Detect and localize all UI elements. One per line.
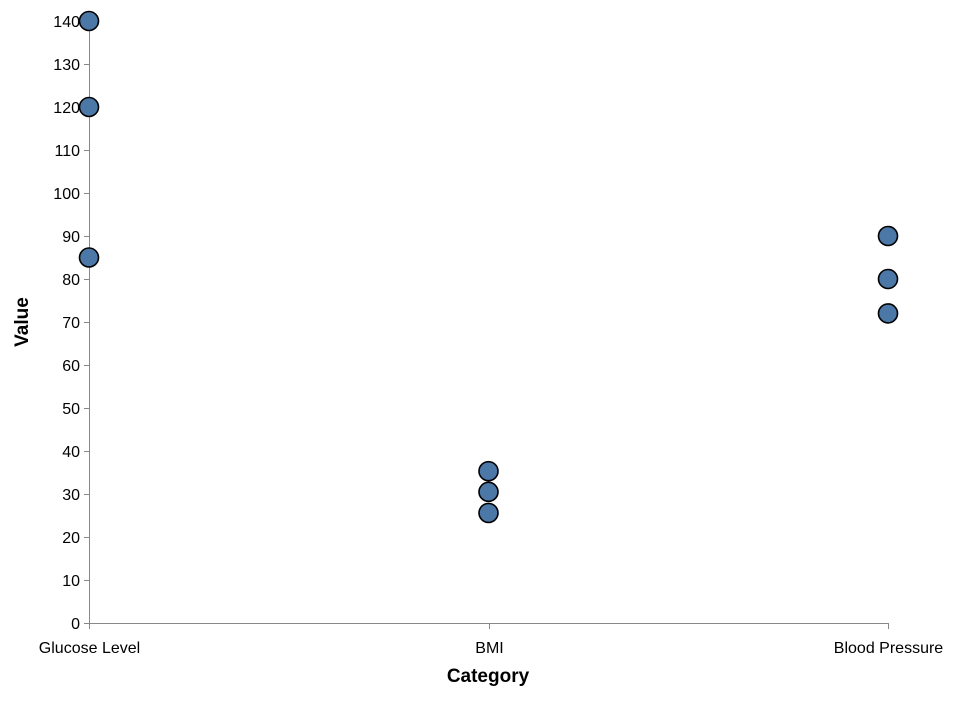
x-axis: Glucose Level BMI Blood Pressure	[39, 623, 943, 657]
x-tick-label: BMI	[475, 640, 503, 657]
y-tick-label: 80	[62, 272, 80, 289]
x-axis-title: Category	[447, 666, 530, 687]
data-points	[78, 10, 899, 524]
y-tick-label: 140	[53, 14, 80, 31]
y-tick-label: 130	[53, 57, 80, 74]
x-tick-label: Blood Pressure	[834, 640, 943, 657]
y-axis: 0 10 20 30 40 50 60 70 80 90 100 110 120 130 140	[53, 14, 90, 633]
y-tick-label: 10	[62, 573, 80, 590]
y-axis-title: Value	[12, 297, 33, 347]
y-tick-label: 0	[71, 616, 80, 633]
data-point	[877, 303, 899, 324]
y-tick-label: 50	[62, 401, 80, 418]
y-tick-label: 40	[62, 444, 80, 461]
data-point	[78, 247, 100, 268]
data-point	[877, 268, 899, 290]
y-tick-label: 30	[62, 487, 80, 504]
y-tick-label: 120	[53, 100, 80, 117]
y-tick-label: 110	[54, 143, 80, 160]
data-point	[478, 460, 499, 482]
x-tick-label: Glucose Level	[39, 640, 140, 657]
data-point	[78, 96, 100, 118]
data-point	[478, 481, 499, 503]
y-tick-label: 90	[62, 229, 80, 246]
y-tick-label: 70	[62, 315, 80, 332]
y-tick-label: 20	[62, 530, 80, 547]
data-point	[877, 225, 899, 247]
data-point	[78, 10, 100, 32]
y-tick-label: 100	[53, 186, 80, 203]
data-point	[478, 502, 499, 524]
y-tick-label: 60	[62, 358, 80, 375]
